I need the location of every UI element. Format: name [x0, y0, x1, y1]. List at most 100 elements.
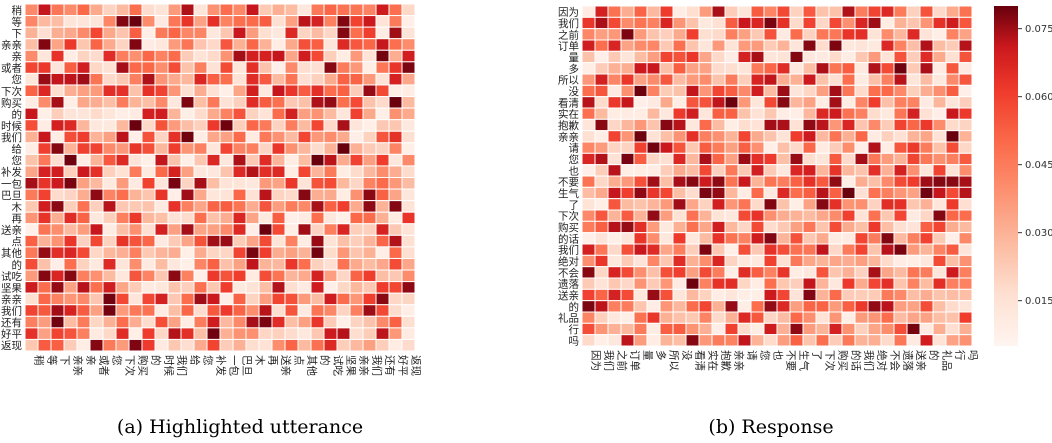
heatmap-cell: [932, 254, 947, 268]
heatmap-cell: [958, 5, 973, 18]
heatmap-cell: [180, 49, 195, 63]
heatmap-cell: [102, 200, 117, 213]
heatmap-cell: [349, 3, 364, 17]
heatmap-cell: [284, 142, 299, 155]
heatmap-cell: [206, 269, 221, 283]
heatmap-cell: [154, 188, 169, 202]
heatmap-cell: [724, 50, 739, 64]
heatmap-cell: [906, 266, 921, 279]
heatmap-cell: [297, 200, 312, 213]
heatmap-cell: [945, 152, 960, 166]
heatmap-cell: [750, 164, 765, 177]
heatmap-cell: [297, 15, 312, 28]
heatmap-cell: [945, 107, 960, 120]
x-tick-label: 之前: [616, 350, 629, 371]
heatmap-cell: [776, 311, 791, 324]
heatmap-cell: [310, 315, 325, 329]
heatmap-cell: [141, 61, 156, 74]
heatmap-cell: [323, 188, 338, 202]
heatmap-cell: [776, 62, 791, 75]
heatmap-cell: [646, 28, 661, 41]
heatmap-cell: [401, 84, 416, 98]
heatmap-cell: [297, 119, 312, 132]
heatmap-cell: [232, 304, 247, 317]
heatmap-cell: [763, 5, 778, 18]
heatmap-cell: [698, 73, 713, 86]
heatmap-cell: [271, 3, 286, 17]
heatmap-cell: [932, 96, 947, 109]
heatmap-cell: [401, 281, 416, 294]
heatmap-cell: [323, 269, 338, 283]
heatmap-cell: [193, 269, 208, 283]
heatmap-cell: [802, 254, 817, 268]
heatmap-cell: [219, 269, 234, 283]
heatmap-cell: [633, 50, 648, 64]
heatmap-cell: [724, 39, 739, 52]
heatmap-cell: [620, 220, 635, 234]
heatmap-cell: [672, 232, 687, 245]
heatmap-cell: [219, 281, 234, 294]
heatmap-cell: [919, 254, 934, 268]
heatmap-cell: [401, 130, 416, 144]
heatmap-cell: [685, 118, 700, 132]
heatmap-cell: [362, 130, 377, 144]
heatmap-cell: [711, 220, 726, 234]
heatmap-cell: [323, 304, 338, 317]
heatmap-cell: [310, 304, 325, 317]
heatmap-cell: [763, 118, 778, 132]
heatmap-cell: [63, 211, 78, 225]
heatmap-cell: [297, 165, 312, 178]
heatmap-cell: [336, 211, 351, 225]
heatmap-cell: [685, 277, 700, 290]
heatmap-cell: [958, 84, 973, 98]
heatmap-cell: [737, 186, 752, 200]
x-tick-label: 看清: [694, 350, 707, 371]
x-tick-label: 购买: [137, 355, 150, 376]
heatmap-cell: [37, 96, 52, 109]
heatmap-cell: [388, 61, 403, 74]
heatmap-cell: [945, 232, 960, 245]
heatmap-cell: [945, 28, 960, 41]
heatmap-cell: [284, 223, 299, 236]
y-tick-label: 巴旦: [1, 190, 22, 202]
heatmap-cell: [245, 292, 260, 306]
heatmap-cell: [24, 315, 39, 329]
heatmap-cell: [789, 186, 804, 200]
heatmap-cell: [115, 38, 130, 51]
heatmap-cell: [102, 188, 117, 202]
heatmap-cell: [763, 152, 778, 166]
heatmap-cell: [659, 300, 674, 313]
heatmap-cell: [620, 141, 635, 154]
heatmap-cell: [711, 186, 726, 200]
heatmap-cell: [323, 84, 338, 98]
heatmap-cell: [841, 28, 856, 41]
heatmap-cell: [401, 304, 416, 317]
heatmap-cell: [685, 107, 700, 120]
heatmap-cell: [841, 209, 856, 222]
heatmap-cell: [297, 84, 312, 98]
heatmap-cell: [685, 16, 700, 30]
heatmap-cell: [245, 257, 260, 271]
heatmap-cell: [854, 107, 869, 120]
heatmap-cell: [401, 26, 416, 40]
heatmap-cell: [906, 96, 921, 109]
heatmap-cell: [893, 175, 908, 188]
heatmap-cell: [258, 142, 273, 155]
y-tick-label: 遗落: [558, 278, 579, 291]
heatmap-cell: [646, 254, 661, 268]
heatmap-cell: [245, 269, 260, 283]
heatmap-cell: [362, 177, 377, 190]
heatmap-cell: [841, 5, 856, 18]
heatmap-cell: [336, 257, 351, 271]
heatmap-cell: [724, 73, 739, 86]
heatmap-cell: [932, 16, 947, 30]
heatmap-cell: [893, 334, 908, 347]
heatmap-cell: [37, 107, 52, 121]
heatmap-cell: [646, 334, 661, 347]
heatmap-cell: [102, 223, 117, 236]
heatmap-cell: [581, 28, 596, 41]
heatmap-cell: [620, 300, 635, 313]
heatmap-cell: [711, 322, 726, 336]
y-tick-label: 绝对: [558, 255, 579, 268]
heatmap-cell: [388, 153, 403, 167]
